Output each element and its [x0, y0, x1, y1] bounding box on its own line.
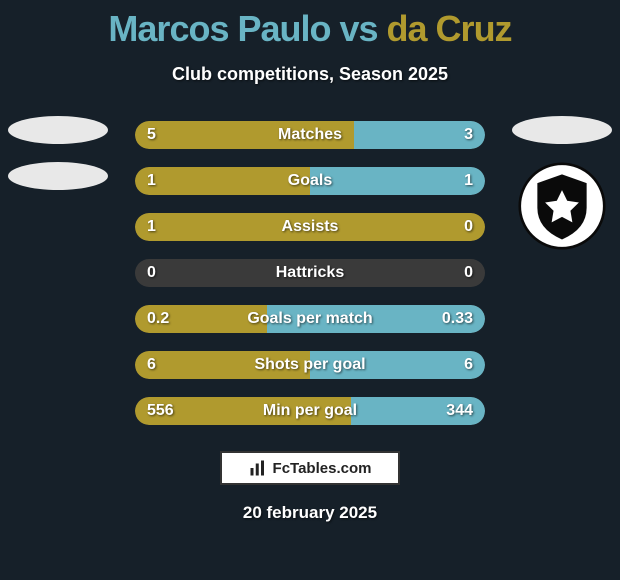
stat-label: Shots per goal — [135, 351, 485, 379]
source-badge: FcTables.com — [220, 451, 400, 485]
player2-club-badge — [518, 162, 606, 250]
source-text: FcTables.com — [273, 460, 372, 477]
stat-row: 556344Min per goal — [135, 397, 485, 425]
player1-club-placeholder — [8, 162, 108, 190]
shield-star-icon — [518, 162, 606, 250]
player1-badge-column — [8, 116, 108, 190]
stat-row: 11Goals — [135, 167, 485, 195]
stat-label: Goals — [135, 167, 485, 195]
stat-label: Goals per match — [135, 305, 485, 333]
stat-row: 10Assists — [135, 213, 485, 241]
vs-separator: vs — [331, 8, 387, 49]
chart-bars-icon — [249, 459, 267, 477]
stat-row: 66Shots per goal — [135, 351, 485, 379]
player2-photo-placeholder — [512, 116, 612, 144]
player2-badge-column — [512, 116, 612, 250]
stat-label: Assists — [135, 213, 485, 241]
date-text: 20 february 2025 — [0, 503, 620, 523]
stat-label: Matches — [135, 121, 485, 149]
comparison-card: Marcos Paulo vs da Cruz Club competition… — [0, 0, 620, 580]
subtitle: Club competitions, Season 2025 — [0, 64, 620, 85]
stat-row: 00Hattricks — [135, 259, 485, 287]
stat-bars: 53Matches 11Goals 10Assists 00Hattricks 0.20… — [135, 121, 485, 425]
player1-name: Marcos Paulo — [108, 8, 330, 49]
player1-photo-placeholder — [8, 116, 108, 144]
stat-label: Hattricks — [135, 259, 485, 287]
player2-name: da Cruz — [387, 8, 512, 49]
stat-row: 53Matches — [135, 121, 485, 149]
stat-label: Min per goal — [135, 397, 485, 425]
stat-row: 0.20.33Goals per match — [135, 305, 485, 333]
card-title: Marcos Paulo vs da Cruz — [0, 8, 620, 50]
